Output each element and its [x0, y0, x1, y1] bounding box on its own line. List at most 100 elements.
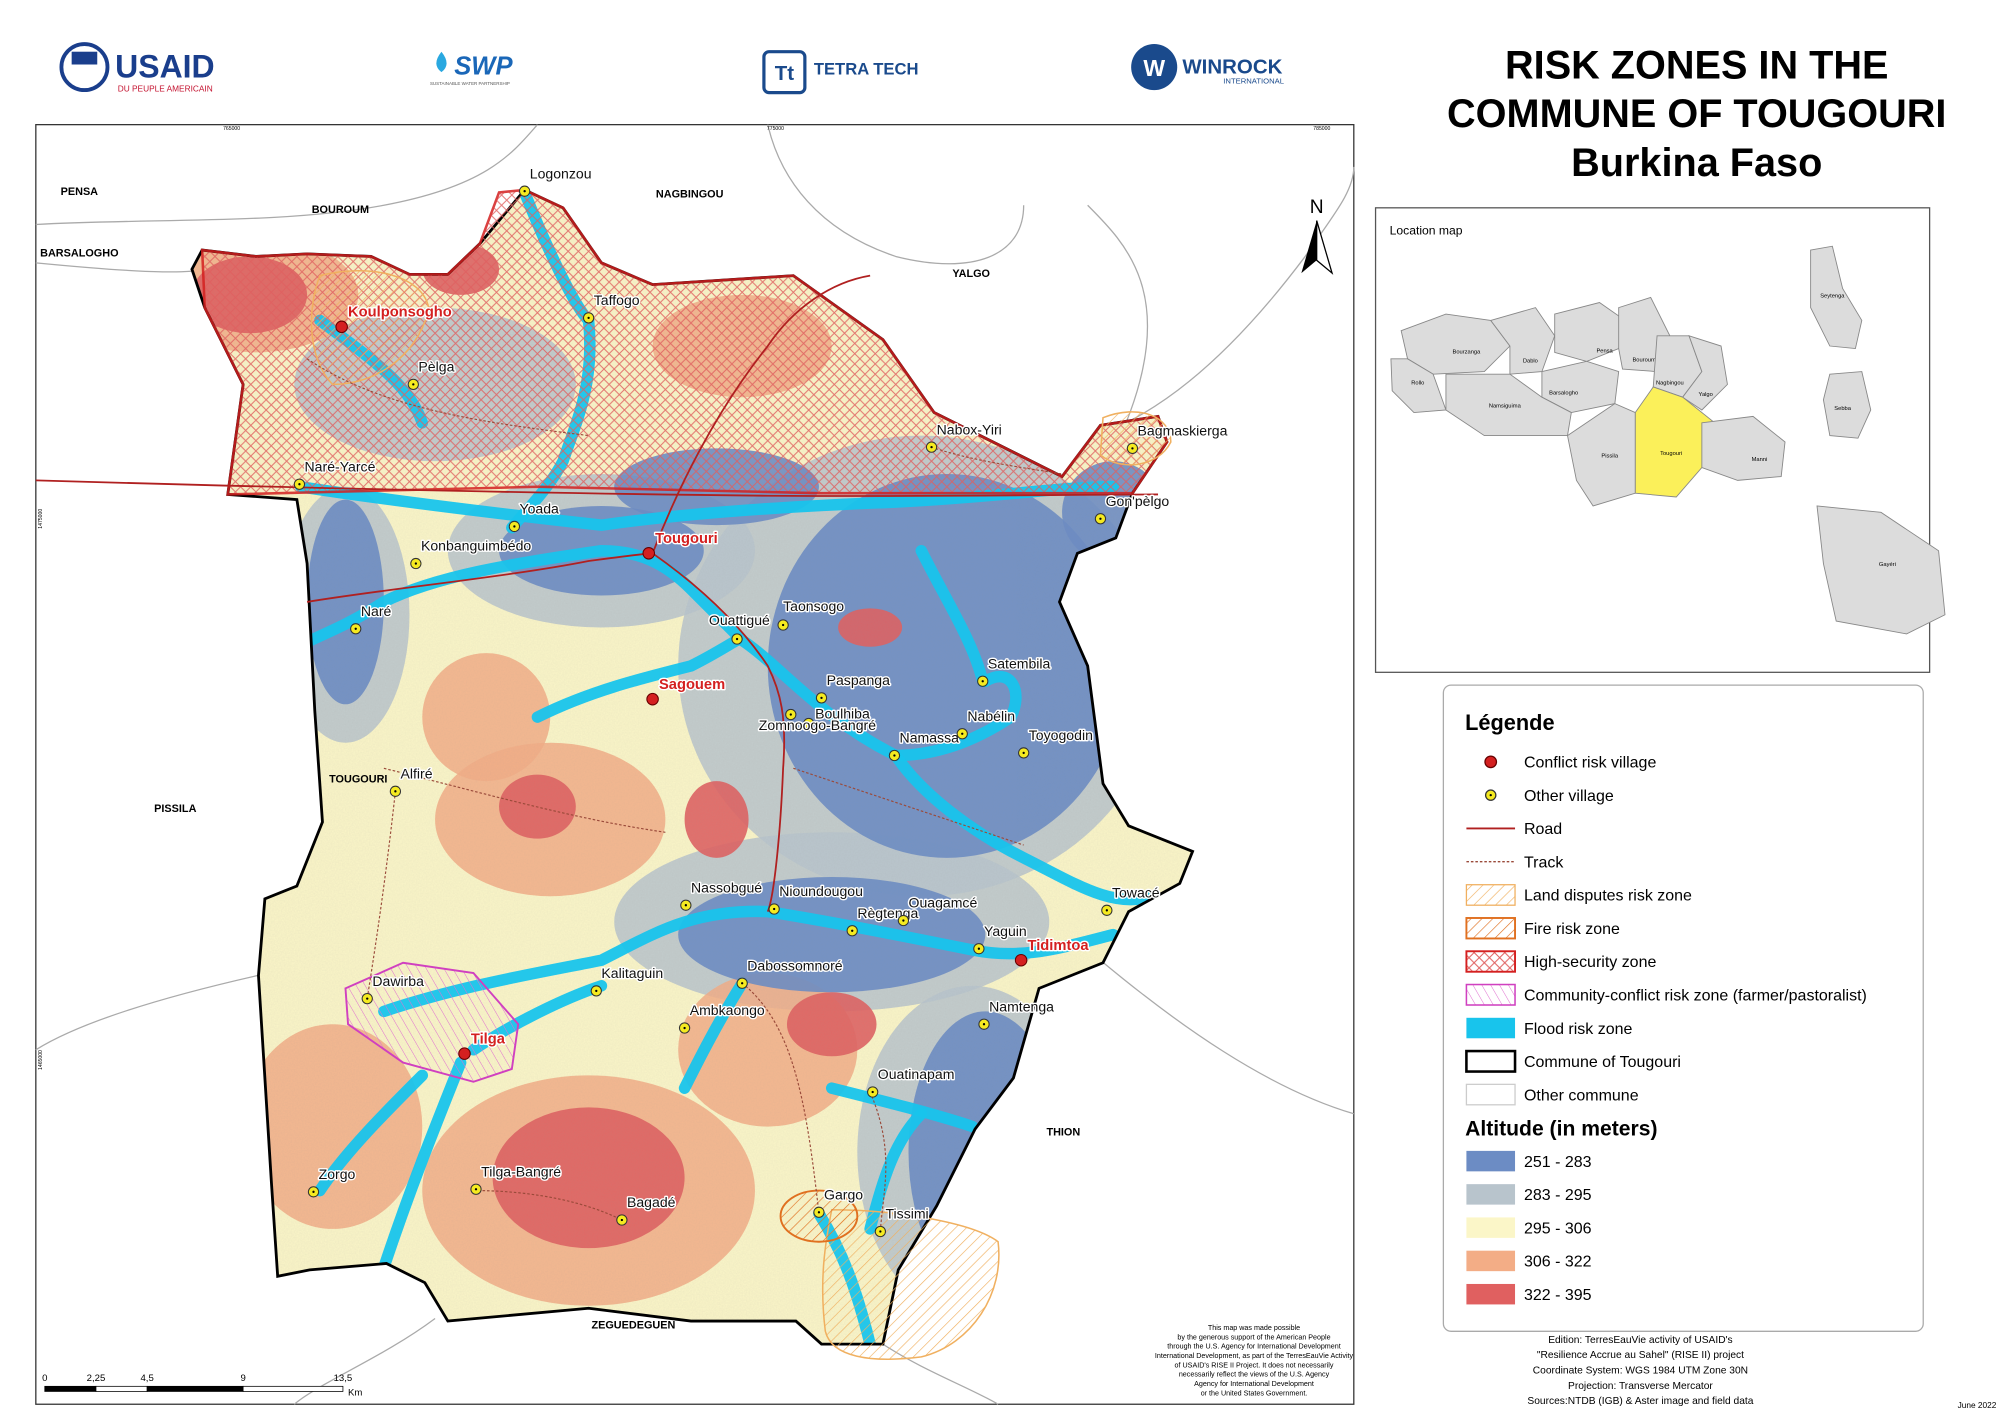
- location-map: Seytenga Bourzanga Dablo Pensa Bourourn Rollo…: [1390, 245, 1946, 635]
- neighbor-commune-label: YALGO: [952, 268, 990, 280]
- conflict-village: [1014, 953, 1028, 967]
- svg-text:Tt: Tt: [775, 62, 795, 85]
- support-note: This map was made possible: [1208, 1324, 1300, 1332]
- other-village-center: [930, 445, 933, 449]
- other-village-label: Zorgo: [319, 1166, 356, 1182]
- other-village-center: [902, 919, 905, 922]
- north-arrow: N: [1301, 197, 1334, 275]
- neighbor-commune-label: PENSA: [61, 186, 99, 198]
- land-dispute-zone: [821, 1208, 1000, 1360]
- other-village-label: Nassobgué: [691, 879, 762, 895]
- other-village-center: [1131, 447, 1134, 450]
- title-line: Burkina Faso: [1571, 141, 1822, 185]
- legend-box: [1442, 684, 1924, 1332]
- legend-label: Fire risk zone: [1524, 921, 1620, 938]
- location-commune-label: Namsiguima: [1489, 403, 1522, 409]
- other-village-center: [620, 1218, 624, 1222]
- support-note: Agency for International Development: [1194, 1380, 1314, 1388]
- flood-zone: [825, 1082, 979, 1133]
- altitude-label: 251 - 283: [1524, 1154, 1592, 1171]
- commune-boundary: [1087, 204, 1149, 424]
- other-village-center: [1022, 751, 1025, 755]
- conflict-village-label: Tidimtoa: [1028, 938, 1090, 954]
- track: [869, 1091, 887, 1232]
- flood-zone: [314, 1069, 429, 1197]
- other-village-label: Dawirba: [372, 973, 424, 989]
- land-dispute-zone: [1099, 411, 1172, 466]
- other-village-center: [735, 637, 739, 641]
- other-village-label: Naré-Yarcé: [305, 458, 376, 474]
- other-village-center: [587, 316, 590, 320]
- other-village-label: Pèlga: [418, 359, 454, 375]
- neighbor-commune-label: NAGBINGOU: [656, 189, 724, 201]
- track: [383, 767, 666, 833]
- location-commune-label: Yalgo: [1699, 392, 1713, 398]
- frame-tick-label: 765000: [223, 126, 240, 132]
- scale-label: 2,25: [87, 1373, 106, 1384]
- altitude-label: 283 - 295: [1524, 1187, 1592, 1204]
- road: [306, 552, 786, 912]
- other-village-center: [773, 907, 776, 911]
- edition-note: Edition: TerresEauVie activity of USAID'…: [1548, 1335, 1732, 1346]
- edition-note: "Resilience Accrue au Sahel" (RISE II) p…: [1537, 1350, 1744, 1361]
- track: [741, 982, 820, 1214]
- other-village-label: Ouagamcé: [909, 895, 978, 911]
- usaid-logo: USAID: [115, 48, 214, 84]
- scale-unit: Km: [348, 1387, 362, 1398]
- conflict-village-label: Tilga: [471, 1031, 506, 1047]
- edition-note: Sources:NTDB (IGB) & Aster image and fie…: [1527, 1396, 1753, 1407]
- other-village-center: [684, 904, 688, 907]
- legend-symbol: [1465, 950, 1516, 973]
- other-village-center: [298, 483, 301, 486]
- altitude-swatch: [1466, 1184, 1516, 1205]
- legend-symbol: [1465, 917, 1516, 940]
- legend-label: Land disputes risk zone: [1524, 888, 1692, 905]
- conflict-village-label: Tougouri: [655, 531, 718, 547]
- other-village-center: [981, 680, 984, 683]
- conflict-village-label: Sagouem: [659, 677, 725, 693]
- scale-segment: [242, 1385, 344, 1392]
- neighbor-commune-label: THION: [1046, 1127, 1080, 1139]
- track: [931, 446, 1063, 475]
- usaid-sub: DU PEUPLE AMERICAIN: [118, 83, 213, 93]
- frame-tick-label: 1475000: [38, 509, 44, 529]
- neighbor-commune-label: TOUGOURI: [329, 773, 387, 785]
- other-village-label: Taonsogo: [783, 598, 844, 614]
- other-village-label: Toyogodin: [1029, 727, 1093, 743]
- legend-symbol: [1465, 884, 1516, 906]
- location-commune-label: Dablo: [1523, 359, 1538, 365]
- other-village-label: Gargo: [824, 1187, 863, 1203]
- neighbor-commune-label: BARSALOGHO: [40, 247, 118, 259]
- other-village-label: Towacé: [1112, 885, 1160, 901]
- other-village-center: [412, 383, 415, 386]
- location-commune: [1682, 335, 1728, 411]
- other-village-center: [394, 790, 397, 793]
- support-note: International Development, as part of th…: [1155, 1352, 1354, 1360]
- other-village-label: Konbanguimbédo: [421, 538, 531, 554]
- other-village-label: Yaguin: [984, 923, 1027, 939]
- svg-text:W: W: [1143, 55, 1165, 81]
- commune-boundary: [767, 124, 1025, 265]
- edition-note: Projection: Transverse Mercator: [1568, 1381, 1713, 1392]
- tetra-logo: TETRA TECH: [814, 60, 919, 79]
- support-note: through the U.S. Agency for Internationa…: [1167, 1343, 1340, 1351]
- commune-boundary: [35, 124, 538, 226]
- commune-boundary: [35, 972, 269, 1051]
- other-village-label: Bagmaskierga: [1138, 423, 1228, 439]
- other-village-center: [982, 1023, 986, 1026]
- high-security-zone: [200, 188, 1169, 496]
- other-village-label: Dabossomnoré: [747, 957, 843, 973]
- legend-symbol: [1466, 1017, 1516, 1039]
- winrock-sub: INTERNATIONAL: [1223, 77, 1284, 86]
- altitude-label: 295 - 306: [1524, 1220, 1592, 1237]
- conflict-village-label: Koulponsogho: [348, 305, 452, 321]
- date: June 2022: [1958, 1400, 1997, 1410]
- swp-logo: SWP: [454, 53, 513, 81]
- legend-symbol: [1465, 1083, 1516, 1106]
- other-village-label: Zomnoogo-Bangré: [759, 717, 876, 733]
- location-commune: [1701, 415, 1786, 481]
- other-village-center: [523, 190, 526, 193]
- other-village-center: [683, 1026, 686, 1030]
- location-commune-label: Barsalogho: [1549, 391, 1578, 397]
- flood-zone: [378, 905, 1120, 1018]
